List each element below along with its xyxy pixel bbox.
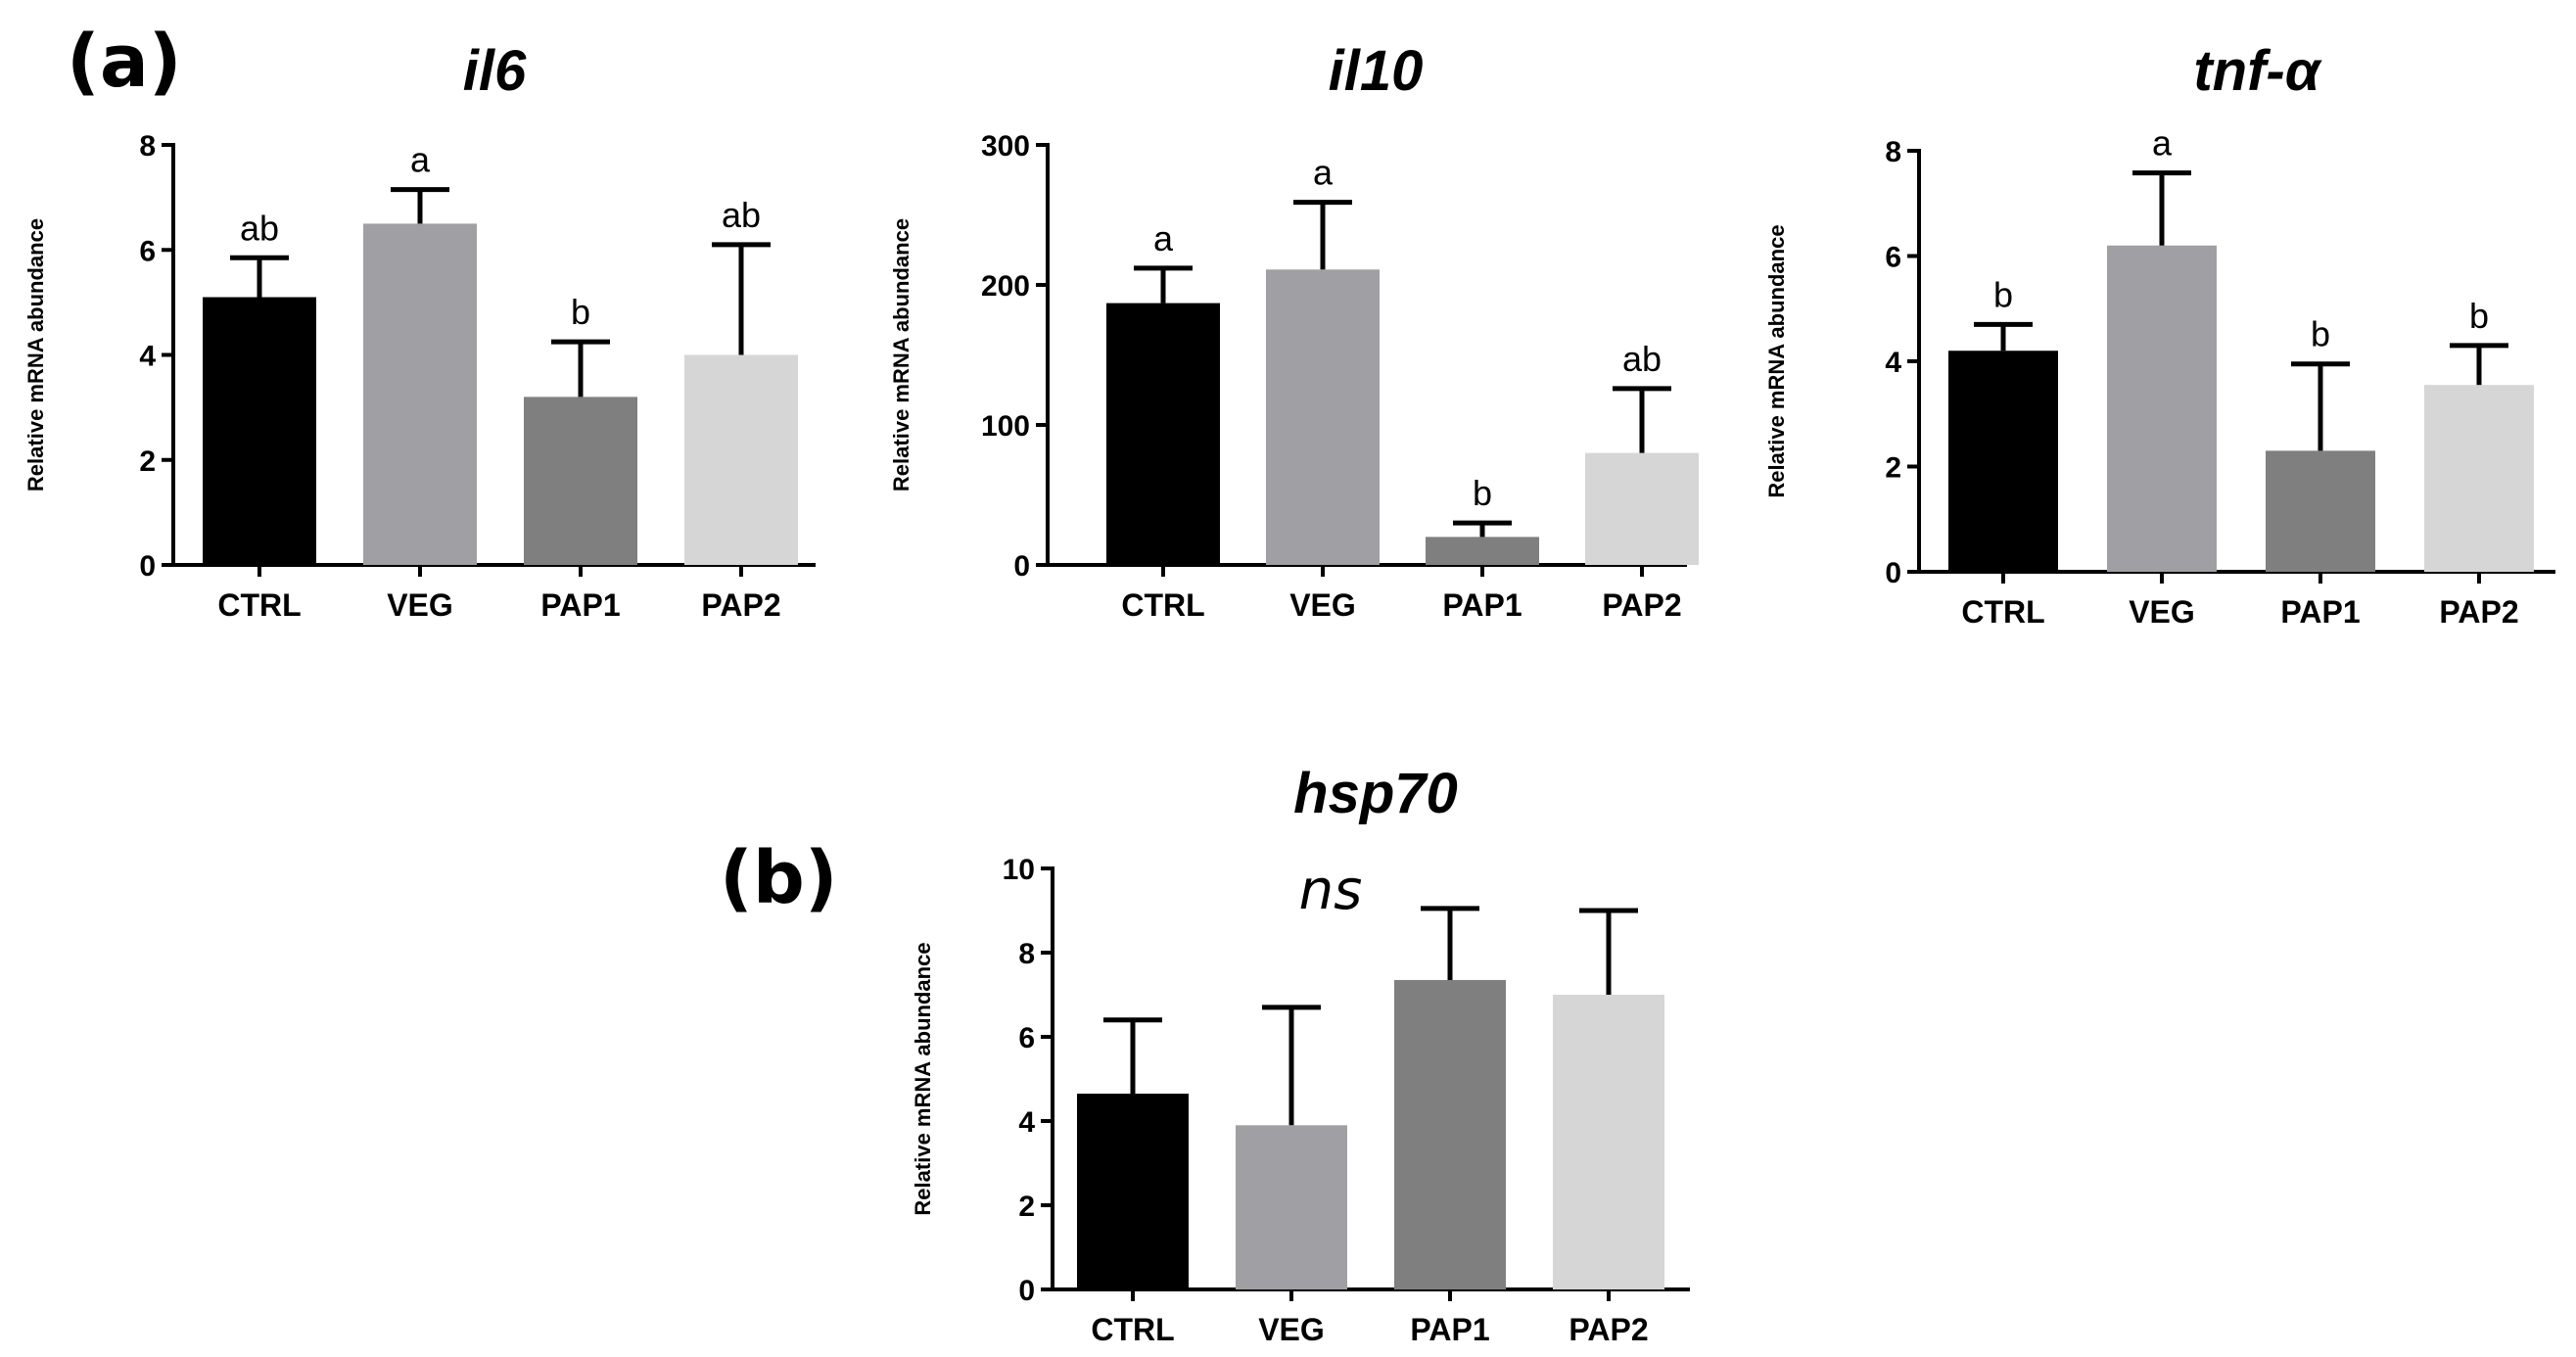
x-tick-label: PAP2 [701, 587, 780, 623]
y-tick-label: 2 [139, 445, 156, 478]
x-tick-label: PAP2 [1569, 1312, 1648, 1347]
x-tick-label: VEG [1258, 1312, 1325, 1347]
bar-pap2 [1585, 452, 1699, 565]
y-axis-label: Relative mRNA abundance [889, 218, 913, 491]
bar-ctrl [1077, 1094, 1189, 1289]
bar-pap1 [524, 397, 637, 565]
y-axis-label: Relative mRNA abundance [23, 218, 48, 491]
bar-veg [2107, 245, 2217, 572]
significance-label: a [2152, 123, 2173, 164]
significance-label: a [1153, 218, 1174, 258]
y-tick-label: 2 [1018, 1191, 1035, 1223]
x-tick-label: PAP1 [2280, 594, 2360, 630]
y-tick-label: 100 [981, 410, 1030, 443]
bar-veg [1266, 269, 1380, 565]
significance-label: b [2469, 296, 2489, 336]
y-axis-label: Relative mRNA abundance [911, 942, 935, 1215]
y-tick-label: 6 [1885, 242, 1901, 274]
y-tick-label: 2 [1885, 452, 1901, 485]
bar-pap2 [684, 354, 798, 565]
chart-title: il10 [1329, 39, 1424, 103]
significance-label: b [2311, 314, 2330, 354]
chart-tnf-alpha: tnf-α Relative mRNA abundance 0 2 4 6 8 b CTRL a V… [1764, 39, 2555, 630]
chart-title: il6 [463, 39, 527, 103]
y-tick-label: 4 [139, 341, 156, 373]
bar-veg [363, 223, 477, 565]
x-tick-label: PAP2 [1602, 587, 1681, 623]
y-tick-label: 6 [139, 235, 156, 267]
y-tick-label: 0 [1013, 550, 1030, 583]
y-tick-label: 10 [1003, 854, 1035, 886]
x-tick-label: PAP1 [1442, 587, 1522, 623]
significance-label: ab [240, 208, 279, 248]
x-tick-label: CTRL [1961, 594, 2044, 630]
significance-label: a [410, 140, 431, 180]
y-tick-label: 4 [1018, 1106, 1035, 1139]
significance-label: b [1993, 274, 2013, 314]
y-tick-label: 0 [139, 550, 156, 583]
panel-b-label: (b) [720, 836, 838, 920]
y-tick-label: 8 [139, 130, 156, 163]
bar-pap2 [1553, 995, 1664, 1289]
x-tick-label: CTRL [1121, 587, 1204, 623]
significance-label: b [1473, 473, 1492, 513]
panel-a-label: (a) [67, 20, 182, 104]
y-tick-label: 300 [981, 130, 1030, 163]
significance-label: ab [1622, 339, 1662, 379]
x-tick-label: VEG [2129, 594, 2195, 630]
chart-title: hsp70 [1293, 762, 1458, 825]
chart-hsp70: hsp70 Relative mRNA abundance 0 2 4 6 8 10 CTRL V… [911, 762, 1690, 1347]
bar-ctrl [1106, 303, 1220, 565]
significance-label: ab [722, 195, 761, 235]
significance-label: a [1313, 153, 1334, 193]
chart-title: tnf-α [2193, 39, 2321, 103]
y-tick-label: 8 [1018, 938, 1035, 970]
bar-pap1 [1394, 979, 1506, 1289]
bar-veg [1236, 1125, 1347, 1289]
x-tick-label: PAP2 [2439, 594, 2518, 630]
chart-il6: il6 Relative mRNA abundance 0 2 4 6 8 ab CTRL a VE… [23, 39, 816, 623]
x-tick-label: CTRL [1091, 1312, 1174, 1347]
y-tick-label: 0 [1885, 557, 1901, 589]
x-tick-label: CTRL [217, 587, 301, 623]
y-tick-label: 0 [1018, 1275, 1035, 1307]
bar-ctrl [1948, 351, 2058, 572]
bar-ctrl [203, 297, 316, 565]
x-tick-label: VEG [387, 587, 453, 623]
y-tick-label: 4 [1885, 347, 1901, 379]
ns-annotation: ns [1299, 859, 1363, 922]
x-tick-label: PAP1 [1410, 1312, 1489, 1347]
y-tick-label: 200 [981, 270, 1030, 303]
significance-label: b [571, 292, 590, 332]
y-tick-label: 6 [1018, 1022, 1035, 1054]
bar-pap1 [2266, 450, 2375, 572]
bar-pap2 [2424, 385, 2534, 572]
x-tick-label: PAP1 [540, 587, 620, 623]
bar-pap1 [1426, 537, 1539, 565]
x-tick-label: VEG [1289, 587, 1356, 623]
y-tick-label: 8 [1885, 136, 1901, 168]
y-axis-label: Relative mRNA abundance [1764, 224, 1789, 497]
chart-il10: il10 Relative mRNA abundance 0 100 200 300 a CT… [889, 39, 1699, 623]
